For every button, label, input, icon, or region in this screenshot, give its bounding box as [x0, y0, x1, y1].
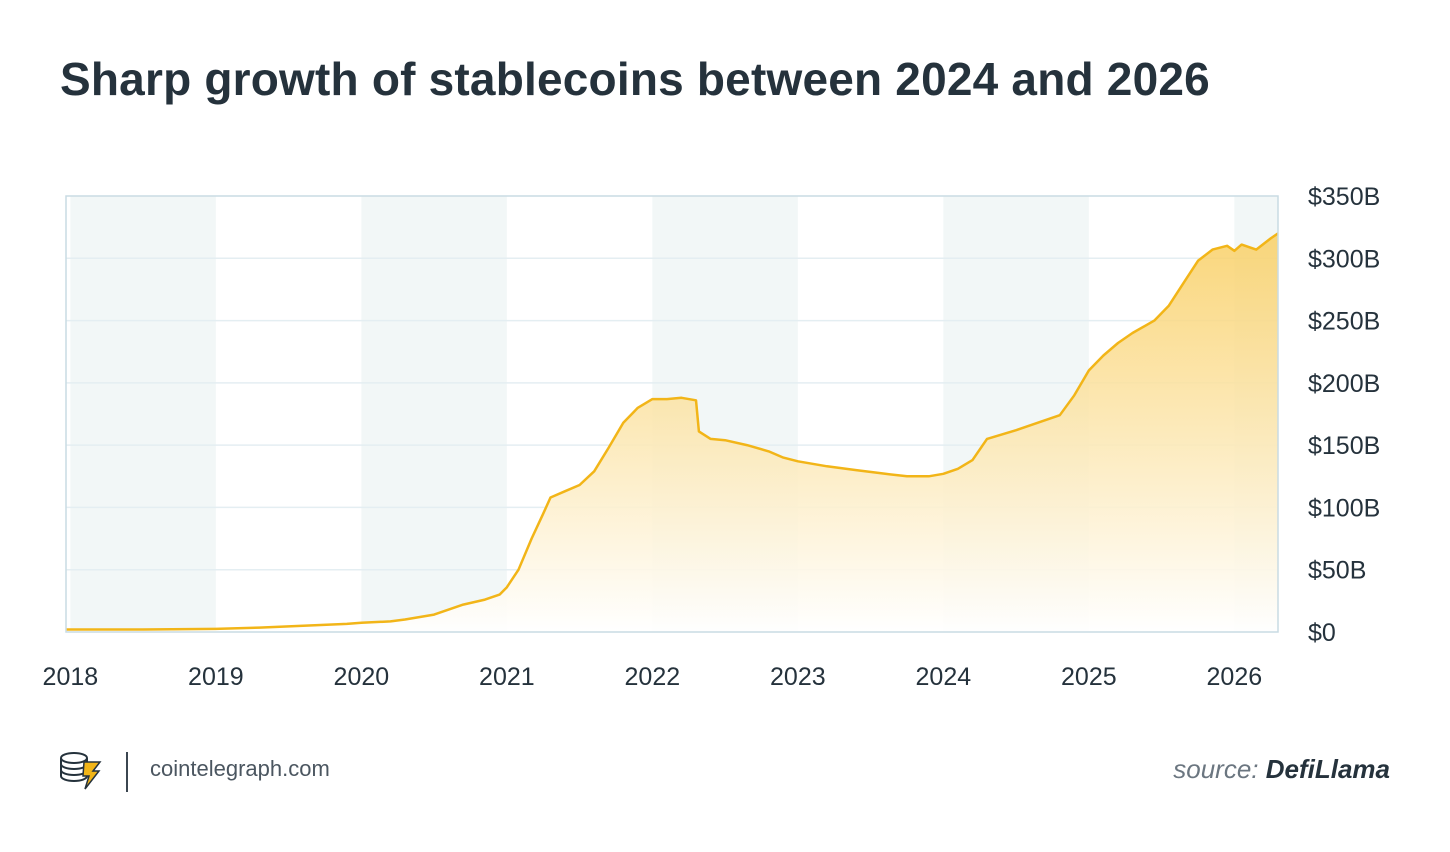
supply-line — [66, 232, 1279, 631]
y-tick-label: $50B — [1308, 557, 1366, 585]
source-name: DefiLlama — [1265, 754, 1390, 784]
site-name: cointelegraph.com — [150, 756, 330, 781]
y-tick-label: $250B — [1308, 308, 1380, 336]
year-band-0 — [70, 196, 216, 632]
footer-divider — [126, 752, 128, 792]
x-tick-label: 2021 — [479, 663, 535, 691]
y-tick-label: $350B — [1308, 183, 1380, 211]
year-band-1 — [361, 196, 507, 632]
x-tick-label: 2018 — [43, 663, 99, 691]
x-tick-label: 2022 — [625, 663, 681, 691]
x-tick-label: 2025 — [1061, 663, 1117, 691]
y-tick-label: $300B — [1308, 245, 1380, 273]
x-tick-label: 2024 — [916, 663, 972, 691]
x-axis: 2018 2019 2020 2021 2022 2023 2024 2025 2026 — [43, 663, 1263, 691]
x-tick-label: 2020 — [334, 663, 390, 691]
x-tick-label: 2023 — [770, 663, 826, 691]
y-tick-label: $150B — [1308, 432, 1380, 460]
cointelegraph-logo-icon — [58, 750, 104, 797]
chart-title: Sharp growth of stablecoins between 2024… — [60, 53, 1210, 105]
x-tick-label: 2026 — [1207, 663, 1263, 691]
y-axis: $0 $50B $100B $150B $200B $250B $300B $350B — [1308, 183, 1380, 647]
y-tick-label: $0 — [1308, 619, 1336, 647]
y-tick-label: $200B — [1308, 370, 1380, 398]
plot-frame — [65, 195, 1279, 633]
source-label: source: — [1173, 754, 1259, 784]
source-credit: source: DefiLlama — [1173, 754, 1390, 785]
x-tick-label: 2019 — [188, 663, 244, 691]
supply-area — [66, 233, 1278, 632]
y-tick-label: $100B — [1308, 494, 1380, 522]
stablecoin-chart: $0 $50B $100B $150B $200B $250B $300B $350B 201… — [43, 183, 1381, 691]
